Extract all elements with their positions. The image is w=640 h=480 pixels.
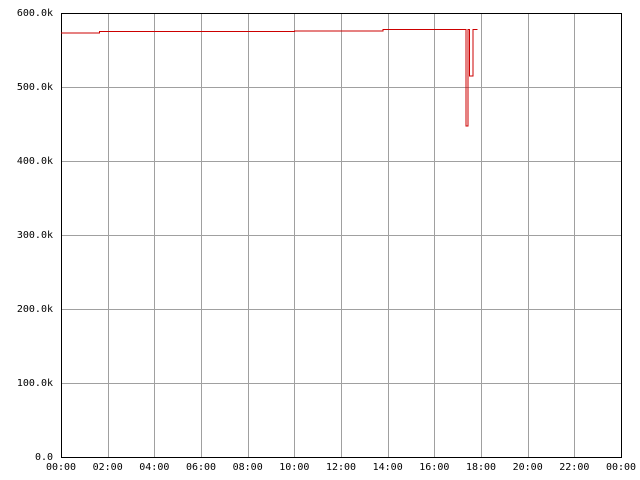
x-axis-ticks: 00:00 02:00 04:00 06:00 08:00 10:00 12:00 14:00… xyxy=(46,462,636,473)
series-line xyxy=(61,28,478,127)
x-tick-label: 04:00 xyxy=(139,462,169,473)
x-tick-label: 20:00 xyxy=(513,462,543,473)
plot-frame xyxy=(61,13,622,458)
y-tick-label: 100.0k xyxy=(17,378,53,389)
series-layer xyxy=(61,28,478,127)
x-tick-label: 22:00 xyxy=(559,462,589,473)
y-tick-label: 600.0k xyxy=(17,8,53,19)
x-tick-label: 00:00 xyxy=(606,462,636,473)
x-tick-label: 06:00 xyxy=(186,462,216,473)
x-tick-label: 00:00 xyxy=(46,462,76,473)
y-axis-ticks: 0.0 100.0k 200.0k 300.0k 400.0k 500.0k 600.0k xyxy=(17,8,53,463)
x-tick-label: 02:00 xyxy=(93,462,123,473)
y-tick-label: 200.0k xyxy=(17,304,53,315)
y-tick-label: 0.0 xyxy=(35,452,53,463)
y-tick-label: 500.0k xyxy=(17,82,53,93)
x-tick-label: 10:00 xyxy=(279,462,309,473)
y-tick-label: 400.0k xyxy=(17,156,53,167)
grid-layer xyxy=(61,13,621,457)
x-tick-label: 14:00 xyxy=(373,462,403,473)
x-tick-label: 08:00 xyxy=(233,462,263,473)
y-tick-label: 300.0k xyxy=(17,230,53,241)
x-tick-label: 16:00 xyxy=(419,462,449,473)
x-tick-label: 12:00 xyxy=(326,462,356,473)
x-tick-label: 18:00 xyxy=(466,462,496,473)
